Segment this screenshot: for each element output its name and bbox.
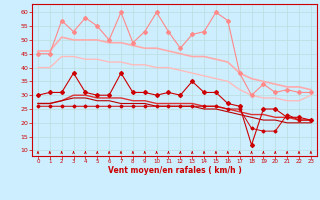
- X-axis label: Vent moyen/en rafales ( km/h ): Vent moyen/en rafales ( km/h ): [108, 166, 241, 175]
